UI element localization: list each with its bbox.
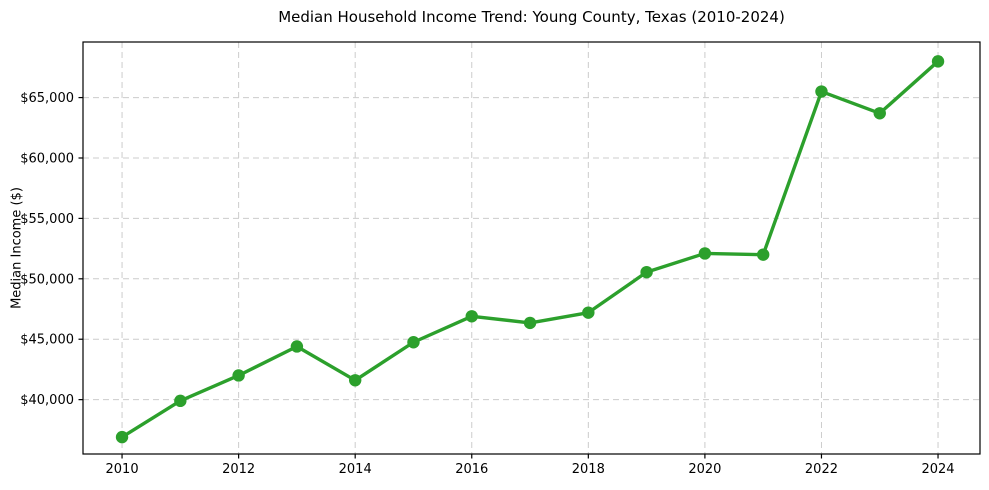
y-tick-label: $60,000 xyxy=(20,151,74,166)
data-point xyxy=(815,85,828,98)
data-point xyxy=(465,310,478,323)
x-tick-label: 2014 xyxy=(339,462,372,477)
data-point xyxy=(174,394,187,408)
data-point xyxy=(873,107,886,120)
data-point xyxy=(115,430,129,444)
data-point xyxy=(407,336,420,349)
x-tick-label: 2024 xyxy=(921,462,954,477)
y-tick-label: $45,000 xyxy=(20,333,74,348)
data-point xyxy=(931,55,945,68)
x-tick-label: 2016 xyxy=(455,462,488,477)
data-point xyxy=(698,247,712,260)
data-point xyxy=(232,369,245,382)
x-tick-label: 2018 xyxy=(572,462,605,477)
data-point xyxy=(582,306,595,319)
chart-title: Median Household Income Trend: Young Cou… xyxy=(278,8,785,26)
y-tick-label: $40,000 xyxy=(20,393,74,408)
data-point xyxy=(523,316,537,330)
trend-line xyxy=(120,59,940,439)
x-tick-label: 2020 xyxy=(688,462,721,477)
axes-spines xyxy=(82,41,981,455)
y-tick-label: $50,000 xyxy=(20,272,74,287)
x-tick-label: 2012 xyxy=(222,462,255,477)
x-tick-label: 2010 xyxy=(106,462,139,477)
x-tick-label: 2022 xyxy=(805,462,838,477)
data-point xyxy=(756,248,770,261)
data-point xyxy=(290,340,304,353)
data-point xyxy=(640,265,653,279)
y-tick-label: $55,000 xyxy=(20,212,74,227)
data-point xyxy=(348,374,362,387)
y-tick-label: $65,000 xyxy=(20,91,74,106)
